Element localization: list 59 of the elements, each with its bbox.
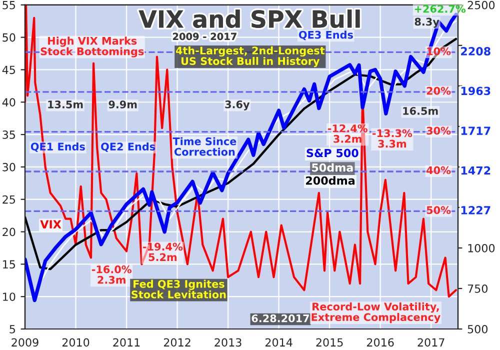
x-tick-label: 2014 <box>265 338 292 347</box>
text: 200dma <box>306 176 355 185</box>
annotation: -16.0% 2.3m <box>92 265 132 284</box>
annotation: QE1 Ends <box>30 142 85 152</box>
y-tick-label: 20 <box>2 228 16 236</box>
annotation: +262.7% <box>414 4 466 13</box>
x-tick-label: 2010 <box>62 338 90 347</box>
annotation: 50% <box>426 206 451 214</box>
annotation: -13.3% 3.3m <box>372 129 412 148</box>
text: S&P 500 <box>306 148 358 158</box>
annotation: Time Since Correction <box>172 137 236 156</box>
annotation: 10% <box>427 47 451 56</box>
x-tick-label: 2013 <box>214 338 242 347</box>
annotation: -12.4% 3.2m <box>328 124 368 143</box>
y2-tick-label: 2500 <box>468 0 495 10</box>
x-tick-label: 2015 <box>316 338 343 347</box>
ref-line-label: 1227 <box>461 206 490 214</box>
x-tick-label: 2017 <box>418 338 444 347</box>
y-tick-label: 35 <box>2 130 15 139</box>
y2-tick-label: 750 <box>468 284 488 293</box>
annotation: -19.4% 5.2m <box>143 242 183 262</box>
annotation: Fed QE3 Ignites Stock Levitation <box>132 280 226 298</box>
annotation: Record-Low Volatility, Extreme Complacency <box>312 302 440 324</box>
x-tick-label: 2016 <box>367 338 394 347</box>
y-tick-label: 55 <box>2 1 15 10</box>
annotation: 40% <box>426 166 451 174</box>
y-tick-label: 30 <box>2 162 16 172</box>
y-tick-label: 40 <box>2 98 16 107</box>
annotation: 4th-Largest, 2nd-Longest US Stock Bull in History <box>176 46 325 68</box>
x-tick-label: 2012 <box>164 338 190 347</box>
annotation: QE3 Ends <box>298 30 353 40</box>
y-tick-label: 45 <box>2 66 15 74</box>
y2-tick-label: 500 <box>468 324 488 334</box>
annotation: 30% <box>426 126 451 135</box>
annotation: 13.5m <box>48 100 83 108</box>
y2-tick-label: 1000 <box>468 244 495 252</box>
x-tick-label: 2009 <box>12 338 38 347</box>
y-tick-label: 10 <box>3 292 16 301</box>
ref-line-label: 1717 <box>461 126 490 135</box>
ref-line-label: 1963 <box>461 86 490 96</box>
y-tick-label: 50 <box>2 33 16 42</box>
chart-title: VIX and SPX Bull <box>138 10 360 28</box>
series-label: VIX <box>40 220 62 228</box>
y-tick-label: 5 <box>10 325 15 334</box>
text: 2009 - 2017 <box>173 32 236 40</box>
annotation: High VIX Marks Stock Bottomings <box>40 36 144 58</box>
annotation: 20% <box>426 86 451 95</box>
annotation: 8.3y <box>414 18 440 28</box>
annotation: 9.9m <box>108 100 137 108</box>
annotation: QE2 Ends <box>101 142 156 152</box>
ref-line-label: 2208 <box>461 47 490 56</box>
annotation: 3.6y <box>225 100 250 110</box>
y-tick-label: 25 <box>2 195 15 204</box>
annotation: 6.28.2017 <box>252 314 309 322</box>
text: 50dma <box>312 163 353 172</box>
ref-line-label: 1472 <box>461 166 490 175</box>
x-tick-label: 2011 <box>113 338 140 347</box>
annotation: 16.5m <box>403 107 438 115</box>
y-tick-label: 15 <box>3 260 15 269</box>
